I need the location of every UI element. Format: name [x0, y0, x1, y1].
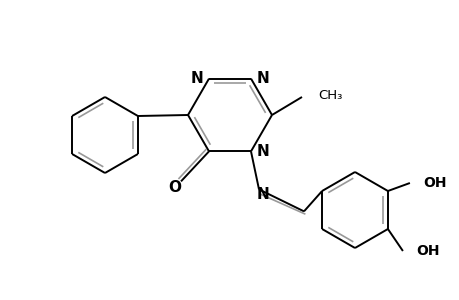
- Text: N: N: [190, 71, 202, 86]
- Text: N: N: [257, 187, 269, 202]
- Text: N: N: [257, 71, 269, 86]
- Text: OH: OH: [415, 244, 438, 258]
- Text: N: N: [257, 144, 269, 159]
- Text: CH₃: CH₃: [317, 88, 341, 101]
- Text: O: O: [168, 180, 181, 195]
- Text: OH: OH: [422, 176, 445, 190]
